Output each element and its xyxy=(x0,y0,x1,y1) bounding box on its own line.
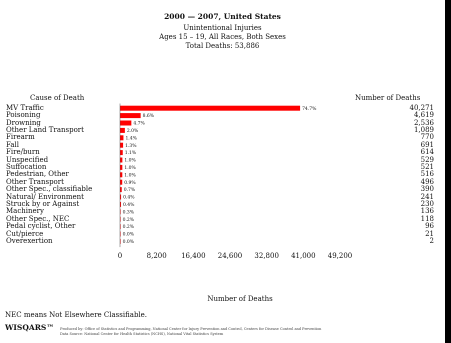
produced-by-credit: Produced by: Office of Statistics and Pr… xyxy=(60,327,322,331)
death-count-label: 529 xyxy=(420,155,434,164)
bar xyxy=(120,224,121,230)
bar xyxy=(120,187,122,193)
death-count-label: 241 xyxy=(420,192,434,201)
cause-label: Cut/pierce xyxy=(6,229,44,238)
bar xyxy=(120,238,121,244)
percent-label: 0.0% xyxy=(123,239,135,245)
death-count-label: 2,536 xyxy=(413,118,434,127)
percent-label: 0.2% xyxy=(123,217,135,223)
cause-label: Fire/burn xyxy=(6,148,40,157)
percent-label: 0.0% xyxy=(123,232,135,238)
percent-label: 1.0% xyxy=(124,172,136,178)
x-tick-label: 32,800 xyxy=(254,252,279,260)
wisqars-logo: WISQARS™ xyxy=(5,323,54,332)
cause-label: Other Land Transport xyxy=(6,125,84,134)
death-count-label: 136 xyxy=(420,207,434,216)
cause-label: Struck by or Against xyxy=(6,199,80,208)
cause-label: Other Spec., NEC xyxy=(6,214,70,223)
cause-label: Natural/ Environment xyxy=(6,192,84,201)
death-count-label: 390 xyxy=(420,185,434,194)
percent-label: 2.0% xyxy=(127,128,139,134)
percent-label: 0.3% xyxy=(123,209,135,215)
bar xyxy=(120,105,301,111)
percent-label: 8.6% xyxy=(143,113,155,119)
chart-subtitle-ages: Ages 15 – 19, All Races, Both Sexes xyxy=(159,33,286,41)
death-count-label: 1,089 xyxy=(413,125,434,134)
bar xyxy=(120,216,121,222)
cause-label: MV Traffic xyxy=(6,103,44,112)
x-tick-label: 8,200 xyxy=(147,252,167,260)
cause-label: Overexertion xyxy=(6,236,53,245)
cause-label: Machinery xyxy=(6,207,44,216)
death-count-label: 496 xyxy=(420,177,434,186)
data-source-credit: Data Source: National Center for Health … xyxy=(60,332,224,336)
cause-label: Poisoning xyxy=(6,111,41,120)
bar xyxy=(120,179,123,185)
death-count-label: 21 xyxy=(425,229,434,238)
cause-label: Unspecified xyxy=(6,155,49,164)
death-count-label: 516 xyxy=(420,170,434,179)
death-count-label: 691 xyxy=(420,140,434,149)
percent-label: 0.4% xyxy=(123,195,135,201)
death-count-label: 614 xyxy=(420,148,434,157)
number-column-header: Number of Deaths xyxy=(355,94,421,102)
death-count-label: 96 xyxy=(425,222,434,231)
x-tick-label: 41,000 xyxy=(291,252,316,260)
percent-label: 1.0% xyxy=(124,158,136,164)
x-axis-title: Number of Deaths xyxy=(207,295,273,303)
bar xyxy=(120,201,122,207)
cause-label: Fall xyxy=(6,140,20,149)
chart-subtitle-injury: Unintentional Injuries xyxy=(183,24,262,32)
percent-label: 1.0% xyxy=(124,165,136,171)
cause-label: Firearm xyxy=(6,133,35,142)
chart-title: 2000 — 2007, United States xyxy=(164,12,281,21)
bar xyxy=(120,127,125,133)
percent-label: 0.2% xyxy=(123,224,135,230)
chart-subtitle-total: Total Deaths: 53,886 xyxy=(185,42,260,50)
bar xyxy=(120,150,123,156)
cause-column-header: Cause of Death xyxy=(30,94,85,102)
bar xyxy=(120,231,121,237)
bar xyxy=(120,135,124,141)
bar xyxy=(120,157,123,163)
bar xyxy=(120,113,141,119)
cause-label: Other Transport xyxy=(6,177,64,186)
cause-label: Pedestrian, Other xyxy=(6,170,69,179)
percent-label: 0.9% xyxy=(124,180,136,186)
death-count-label: 521 xyxy=(420,162,434,171)
cause-label: Drowning xyxy=(6,118,41,127)
percent-label: 1.1% xyxy=(125,150,137,156)
x-tick-label: 16,400 xyxy=(181,252,206,260)
bar xyxy=(120,142,124,148)
bar xyxy=(120,209,121,215)
nec-note: NEC means Not Elsewhere Classifiable. xyxy=(5,311,148,319)
percent-label: 1.4% xyxy=(125,135,137,141)
cause-label: Suffocation xyxy=(6,162,47,171)
death-count-label: 4,619 xyxy=(413,111,434,120)
bar xyxy=(120,120,132,126)
death-count-label: 118 xyxy=(420,214,434,223)
wisqars-footer: WISQARS™ Produced by: Office of Statisti… xyxy=(5,323,321,332)
percent-label: 0.7% xyxy=(124,187,136,193)
x-tick-label: 0 xyxy=(118,252,122,260)
death-count-label: 2 xyxy=(429,236,434,245)
percent-label: 74.7% xyxy=(302,106,317,112)
x-tick-label: 24,600 xyxy=(218,252,243,260)
death-count-label: 40,271 xyxy=(409,103,435,112)
percent-label: 0.4% xyxy=(123,202,135,208)
death-count-label: 230 xyxy=(420,199,434,208)
bar xyxy=(120,164,123,170)
cause-label: Other Spec., classifiable xyxy=(6,185,93,194)
percent-label: 1.3% xyxy=(125,143,137,149)
cause-label: Pedal cyclist, Other xyxy=(6,222,76,231)
percent-label: 4.7% xyxy=(133,121,145,127)
bar xyxy=(120,194,122,200)
death-count-label: 770 xyxy=(420,133,434,142)
x-tick-label: 49,200 xyxy=(328,252,353,260)
bar xyxy=(120,172,123,178)
